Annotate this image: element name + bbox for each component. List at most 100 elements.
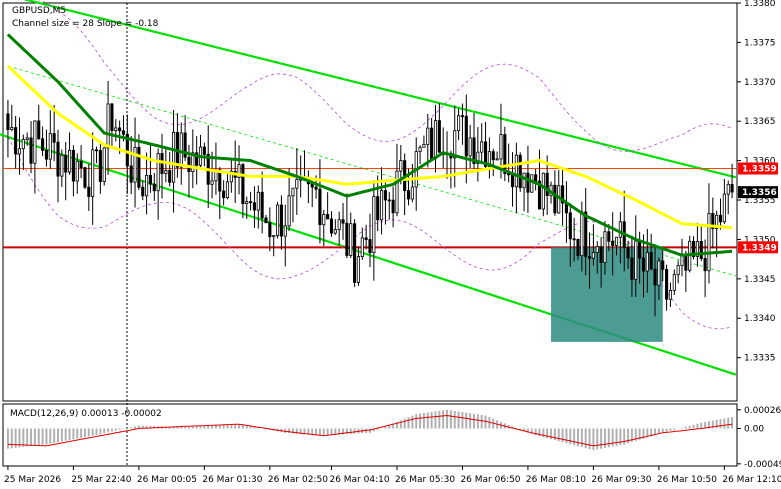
candle-body [279,204,283,237]
candle-body [730,184,734,193]
candle [37,104,41,140]
candle [56,129,60,203]
candle-body [118,127,122,132]
candle [237,145,241,195]
candle-body [71,149,75,182]
candle-body [225,181,230,199]
candle [611,212,615,276]
macd-signal-line [7,414,733,447]
candle-body [98,150,102,182]
candle-body [453,130,457,159]
candle [164,148,168,183]
candle [275,201,280,239]
candle [460,103,464,145]
candle-body [430,127,434,159]
candle [25,132,29,146]
candle-body [495,158,499,161]
candle [349,212,353,259]
candle-body [395,170,399,214]
candle-body [487,151,491,167]
candle-body [318,188,322,226]
candle-body [17,148,22,155]
candle-body [603,231,607,263]
candle-body [457,115,461,132]
candle [152,173,156,201]
candle-body [83,167,87,188]
time-tick-label: 26 Mar 02:50 [268,475,328,485]
candle [241,162,245,219]
candle [576,238,580,260]
candle-body [171,131,176,183]
candle [534,168,538,191]
candle-body [722,193,726,223]
candle-body [168,170,172,183]
candle [672,269,676,296]
candle-body [114,127,118,131]
candle-body [125,133,129,167]
candle [695,222,699,267]
candle-body [79,160,83,169]
price-marker-box [738,162,778,175]
candle-body [576,238,580,256]
candle-body [499,134,503,160]
candle-body [333,229,337,234]
candle-body [152,183,156,192]
candle-body [21,139,25,150]
candle-body [399,160,403,172]
candle-body [94,149,99,152]
candle-body [272,235,276,238]
candle-body [653,268,657,286]
candle-body [483,141,488,167]
candle [726,180,730,215]
candle-body [129,165,133,183]
candle-body [6,113,10,131]
candle-body [137,146,141,188]
candle [422,135,426,148]
candle-body [703,258,707,272]
candle-body [156,153,160,192]
candle-body [476,151,480,164]
candle [94,146,99,164]
candle-body [349,223,353,256]
candle [476,127,480,182]
candle [715,210,719,258]
chart-title: GBPUSD,M5 [12,6,66,16]
candle-body [514,154,518,188]
candle [483,121,488,170]
candle-body [595,246,599,253]
candle-body [91,149,95,197]
candle-body [657,260,661,286]
candle-body [406,190,411,200]
candle [591,224,595,266]
candle [191,129,195,189]
candle [91,132,95,225]
candle [630,235,634,297]
candle-body [222,190,226,199]
candle [287,168,291,232]
macd-tick-label: -0.00049 [744,460,781,470]
candle-body [676,265,680,276]
candle-body [645,252,649,272]
candle [514,142,518,214]
candle [599,237,603,288]
candle-body [241,164,245,205]
candle-body [530,174,534,193]
candle-body [715,214,719,229]
candle-body [368,239,372,254]
candle-body [503,134,507,174]
candle-body [383,190,387,201]
candle-body [260,191,264,219]
candle [229,160,233,193]
price-tick-label: 1.3340 [744,314,776,324]
candle-body [553,184,557,214]
candle-body [480,141,484,153]
candle-body [460,115,464,118]
candle-body [526,172,530,193]
candle [110,103,114,148]
macd-tick-label: 0.00 [744,425,764,435]
price-tick-label: 1.3355 [744,196,776,206]
candle [148,144,153,193]
candle-body [711,212,715,229]
candle-body [353,223,357,283]
